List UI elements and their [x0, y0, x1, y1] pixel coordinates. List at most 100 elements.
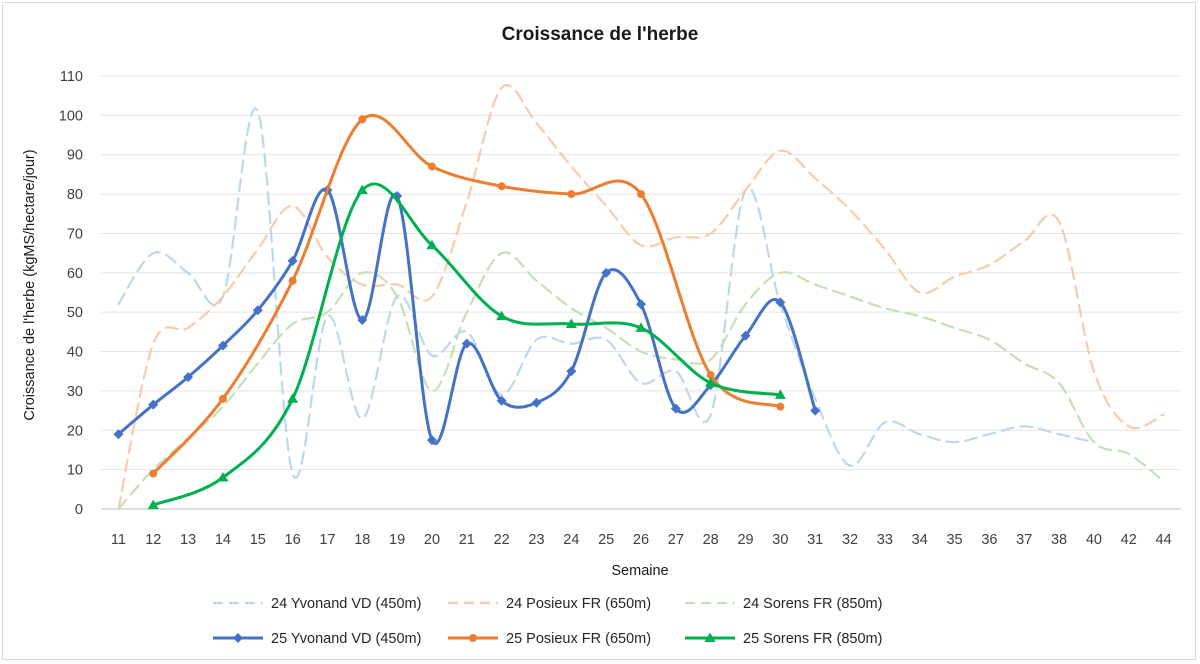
- data-point: [461, 338, 472, 349]
- series-1: [117, 107, 1095, 479]
- x-tick-label: 24: [563, 532, 579, 548]
- data-point: [776, 402, 785, 411]
- x-tick-label: 11: [111, 532, 126, 548]
- legend-item: 24 Sorens FR (850m): [685, 596, 882, 612]
- legend-label: 25 Posieux FR (650m): [506, 631, 651, 647]
- y-tick-label: 20: [67, 423, 83, 439]
- data-point: [636, 299, 646, 310]
- data-point: [357, 315, 368, 326]
- data-point: [426, 435, 437, 446]
- data-point: [252, 305, 263, 316]
- y-tick-label: 30: [67, 384, 83, 400]
- chart-svg: Croissance de l'herbe 0 10 20 30 40 50 60 70 80 9…: [22, 24, 1181, 647]
- data-point: [706, 371, 715, 380]
- y-tick-label: 80: [67, 187, 83, 203]
- x-tick-label: 42: [1121, 532, 1137, 548]
- x-tick-label: 14: [215, 532, 231, 548]
- data-point: [113, 429, 124, 440]
- x-tick-label: 19: [389, 532, 405, 548]
- data-point: [287, 256, 298, 267]
- data-point: [496, 395, 507, 406]
- series-2: [117, 84, 1165, 511]
- x-tick-label: 44: [1156, 532, 1172, 548]
- legend-label: 24 Sorens FR (850m): [743, 596, 882, 612]
- x-tick-label: 30: [772, 532, 788, 548]
- x-tick-label: 26: [633, 532, 649, 548]
- data-point: [148, 399, 159, 410]
- y-tick-label: 0: [75, 502, 83, 518]
- y-tick-label: 110: [60, 69, 83, 85]
- data-point: [810, 405, 821, 416]
- x-tick-label: 38: [1051, 532, 1067, 548]
- data-point: [217, 472, 229, 482]
- data-point: [427, 162, 436, 171]
- x-tick-label: 12: [145, 532, 161, 548]
- data-point: [531, 397, 542, 408]
- data-point: [565, 318, 577, 328]
- data-point: [775, 297, 786, 308]
- y-tick-label: 60: [67, 266, 83, 282]
- series-4: [113, 185, 821, 446]
- series-3: [117, 251, 1165, 511]
- series-line: [151, 114, 782, 476]
- y-tick-label: 90: [67, 148, 83, 164]
- data-point: [497, 182, 506, 191]
- series-line: [117, 84, 1165, 511]
- x-tick-label: 33: [877, 532, 893, 548]
- data-point: [149, 469, 158, 478]
- x-tick-label: 16: [285, 532, 301, 548]
- data-point: [356, 184, 368, 195]
- x-tick-label: 17: [319, 532, 335, 548]
- series-layer: [113, 84, 1165, 511]
- legend-marker: [704, 632, 716, 642]
- x-tick-label: 22: [494, 532, 510, 548]
- series-line: [117, 107, 1095, 479]
- legend-marker: [469, 634, 477, 642]
- x-tick-label: 40: [1086, 532, 1102, 548]
- data-point: [566, 366, 577, 377]
- y-tick-label: 70: [67, 226, 83, 242]
- x-tick-label: 32: [842, 532, 858, 548]
- data-point: [705, 377, 717, 388]
- data-point: [635, 322, 647, 332]
- legend-item: 24 Yvonand VD (450m): [213, 596, 421, 612]
- data-point: [287, 393, 299, 403]
- data-point: [426, 239, 438, 250]
- data-point: [288, 276, 297, 285]
- data-point: [740, 330, 751, 341]
- legend-item: 25 Sorens FR (850m): [685, 631, 882, 647]
- legend-marker: [233, 633, 243, 643]
- x-tick-labels: 11 12 13 14 15 16 17 18 19 20 21 22 23 24 25 26 27 28 29 30…: [111, 532, 1172, 548]
- y-axis-title: Croissance de l'herbe (kgMS/hectare/jour…: [22, 149, 38, 420]
- data-point: [670, 403, 681, 414]
- data-point: [774, 389, 786, 399]
- data-point: [496, 310, 508, 321]
- data-point: [147, 499, 159, 510]
- x-tick-label: 31: [807, 532, 823, 548]
- legend-label: 24 Posieux FR (650m): [506, 596, 651, 612]
- x-axis-title: Semaine: [611, 563, 668, 579]
- legend-label: 24 Yvonand VD (450m): [271, 596, 421, 612]
- y-tick-label: 50: [67, 305, 83, 321]
- x-tick-label: 18: [354, 532, 370, 548]
- x-tick-label: 21: [459, 532, 475, 548]
- x-tick-label: 35: [946, 532, 962, 548]
- legend-label: 25 Yvonand VD (450m): [271, 631, 421, 647]
- data-point: [358, 115, 367, 124]
- y-tick-label: 40: [67, 345, 83, 361]
- x-tick-label: 29: [737, 532, 753, 548]
- x-tick-label: 28: [703, 532, 719, 548]
- x-tick-label: 37: [1016, 532, 1032, 548]
- legend-item: 25 Yvonand VD (450m): [213, 631, 421, 647]
- series-5: [149, 114, 785, 478]
- legend-item: 25 Posieux FR (650m): [448, 631, 651, 647]
- y-tick-label: 10: [67, 463, 83, 479]
- data-point: [218, 394, 227, 403]
- x-tick-label: 25: [598, 532, 614, 548]
- y-tick-label: 100: [59, 108, 83, 124]
- legend-label: 25 Sorens FR (850m): [743, 631, 882, 647]
- data-point: [601, 267, 612, 278]
- data-point: [567, 190, 576, 199]
- data-point: [637, 190, 645, 199]
